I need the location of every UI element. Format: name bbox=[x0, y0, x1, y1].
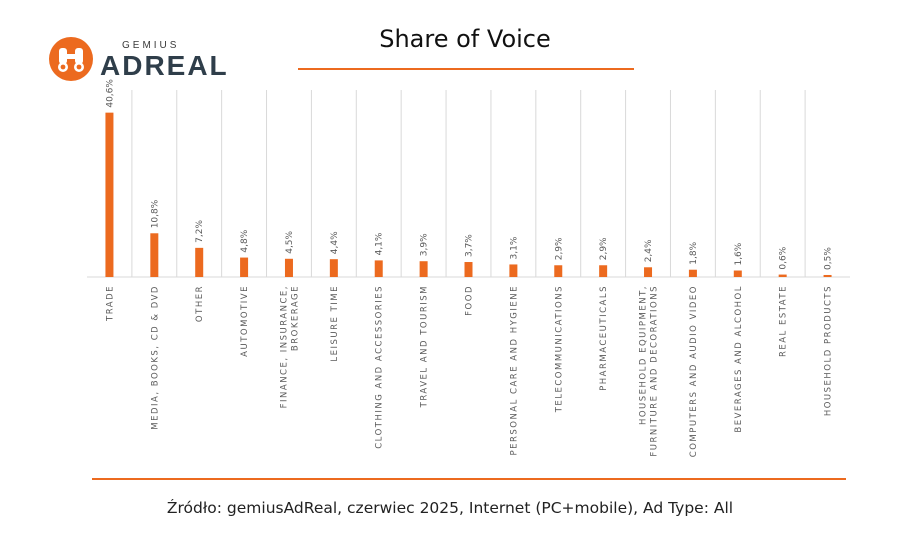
bar bbox=[240, 257, 249, 277]
bar-value-label: 4,1% bbox=[375, 232, 385, 255]
bar bbox=[778, 274, 787, 277]
bar-value-label: 4,4% bbox=[330, 231, 340, 254]
category-label-line: LEISURE TIME bbox=[330, 285, 340, 362]
share-of-voice-chart: 40,6% TRADE 10,8% MEDIA, BOOKS, CD & DVD 7,2… bbox=[87, 79, 850, 457]
bar bbox=[329, 259, 338, 277]
logo-top-text: GEMIUS bbox=[122, 40, 180, 51]
bar bbox=[688, 269, 697, 277]
title-underline bbox=[298, 68, 634, 70]
bar-value-label: 4,8% bbox=[240, 229, 250, 252]
category-label-line: BROKERAGE bbox=[290, 285, 300, 351]
category-label: PERSONAL CARE AND HYGIENE bbox=[509, 285, 519, 456]
bar-value-label: 7,2% bbox=[195, 220, 205, 243]
bar bbox=[554, 265, 563, 277]
bar-value-label: 4,5% bbox=[285, 230, 295, 253]
category-label-line: OTHER bbox=[195, 285, 205, 322]
bar bbox=[599, 265, 608, 277]
bar-value-label: 3,1% bbox=[509, 236, 519, 259]
bar-value-label: 40,6% bbox=[105, 79, 115, 108]
category-label-line: FURNITURE AND DECORATIONS bbox=[650, 285, 660, 457]
logo-main-text: ADREAL bbox=[100, 50, 229, 81]
binoculars-logo-icon bbox=[49, 37, 93, 81]
bar-value-label: 2,4% bbox=[644, 239, 654, 262]
category-label-line: TELECOMMUNICATIONS bbox=[554, 285, 564, 413]
bar bbox=[464, 262, 473, 277]
category-label: AUTOMOTIVE bbox=[240, 285, 250, 357]
category-label: PHARMACEUTICALS bbox=[599, 285, 609, 391]
category-label-line: HOUSEHOLD EQUIPMENT, bbox=[639, 285, 649, 425]
source-note: Źródło: gemiusAdReal, czerwiec 2025, Int… bbox=[166, 499, 734, 517]
bar-value-label: 1,8% bbox=[689, 241, 699, 264]
bar bbox=[823, 274, 832, 277]
category-label: FINANCE, INSURANCE,BROKERAGE bbox=[279, 285, 300, 408]
bar bbox=[509, 264, 518, 277]
bar-value-label: 2,9% bbox=[599, 237, 609, 260]
bar bbox=[195, 247, 204, 277]
bar bbox=[374, 260, 383, 277]
chart-title: Share of Voice bbox=[379, 25, 551, 53]
bar-value-label: 3,9% bbox=[420, 233, 430, 256]
bar-value-label: 2,9% bbox=[554, 237, 564, 260]
bar-value-label: 1,6% bbox=[734, 242, 744, 265]
category-label-line: PERSONAL CARE AND HYGIENE bbox=[509, 285, 519, 456]
category-label: BEVERAGES AND ALCOHOL bbox=[734, 285, 744, 433]
category-label: CLOTHING AND ACCESSORIES bbox=[375, 285, 385, 449]
category-label: LEISURE TIME bbox=[330, 285, 340, 362]
bar bbox=[419, 261, 428, 277]
category-label: REAL ESTATE bbox=[779, 285, 789, 357]
gemius-adreal-logo: GEMIUS ADREAL bbox=[48, 36, 227, 82]
category-label: TRADE bbox=[105, 285, 115, 322]
category-label: TRAVEL AND TOURISM bbox=[420, 285, 430, 408]
category-label-line: HOUSEHOLD PRODUCTS bbox=[824, 285, 834, 416]
bar bbox=[284, 258, 293, 277]
category-label: COMPUTERS AND AUDIO VIDEO bbox=[689, 285, 699, 457]
category-label: MEDIA, BOOKS, CD & DVD bbox=[150, 285, 160, 430]
bar bbox=[644, 267, 653, 277]
category-label-line: BEVERAGES AND ALCOHOL bbox=[734, 285, 744, 433]
category-label: TELECOMMUNICATIONS bbox=[554, 285, 564, 413]
category-label: HOUSEHOLD PRODUCTS bbox=[824, 285, 834, 416]
category-label-line: REAL ESTATE bbox=[779, 285, 789, 357]
bar-value-label: 10,8% bbox=[150, 199, 160, 228]
category-label: OTHER bbox=[195, 285, 205, 322]
category-label-line: TRADE bbox=[105, 285, 115, 322]
category-label: HOUSEHOLD EQUIPMENT,FURNITURE AND DECORA… bbox=[639, 285, 660, 457]
category-label-line: MEDIA, BOOKS, CD & DVD bbox=[150, 285, 160, 430]
category-label: FOOD bbox=[465, 285, 475, 316]
category-label-line: AUTOMOTIVE bbox=[240, 285, 250, 357]
bar-value-label: 0,6% bbox=[779, 246, 789, 269]
bar-value-label: 3,7% bbox=[465, 234, 475, 257]
category-label-line: FINANCE, INSURANCE, bbox=[279, 285, 289, 408]
category-label-line: PHARMACEUTICALS bbox=[599, 285, 609, 391]
bar bbox=[105, 112, 114, 277]
bar bbox=[733, 270, 742, 277]
footer-divider bbox=[92, 478, 846, 480]
category-label-line: CLOTHING AND ACCESSORIES bbox=[375, 285, 385, 449]
category-label-line: COMPUTERS AND AUDIO VIDEO bbox=[689, 285, 699, 457]
bar bbox=[150, 233, 159, 277]
bar-value-label: 0,5% bbox=[824, 247, 834, 270]
category-label-line: FOOD bbox=[465, 285, 475, 316]
category-label-line: TRAVEL AND TOURISM bbox=[420, 285, 430, 408]
